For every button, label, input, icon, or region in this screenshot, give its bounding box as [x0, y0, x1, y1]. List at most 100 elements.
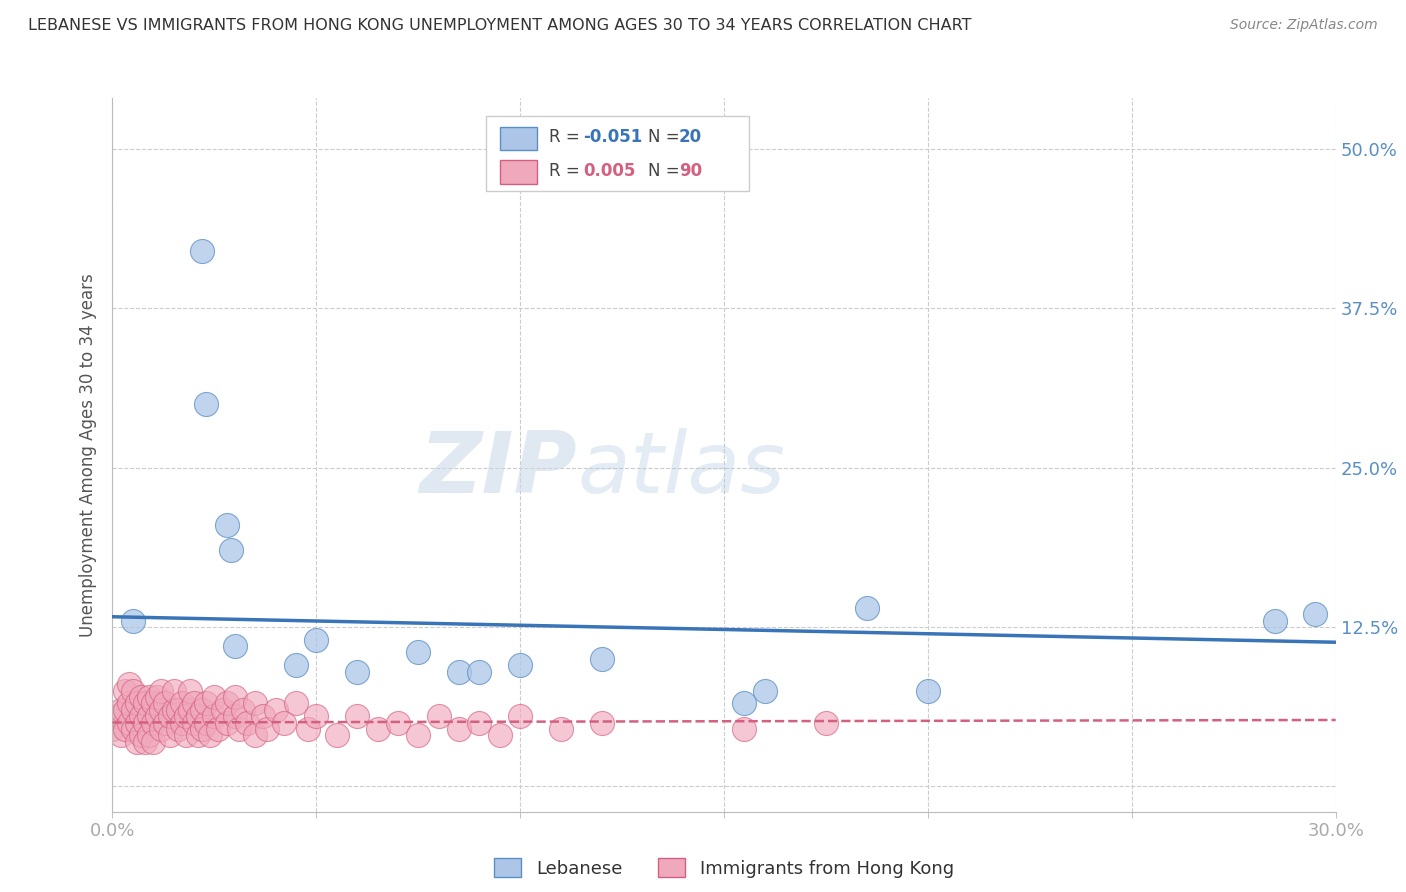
Point [264, 703, 287, 717]
Point [146, 690, 169, 704]
Point [166, 722, 188, 736]
Point [305, 709, 328, 723]
Point [219, 543, 242, 558]
Point [118, 677, 141, 691]
Point [408, 645, 430, 659]
Text: 20: 20 [679, 128, 702, 146]
Point [550, 722, 572, 736]
Point [163, 683, 186, 698]
Point [408, 728, 430, 742]
Point [224, 690, 246, 704]
Point [146, 709, 169, 723]
Point [228, 722, 250, 736]
Point [509, 658, 531, 673]
Point [204, 690, 226, 704]
Point [447, 722, 470, 736]
Point [183, 715, 205, 730]
Point [211, 703, 233, 717]
Point [101, 722, 124, 736]
Point [245, 697, 267, 711]
Point [815, 715, 838, 730]
Point [236, 715, 259, 730]
Point [170, 697, 193, 711]
Point [159, 728, 181, 742]
Text: -0.051: -0.051 [583, 128, 643, 146]
Text: R =: R = [550, 128, 585, 146]
Point [256, 722, 278, 736]
Text: N =: N = [648, 162, 685, 180]
Point [110, 728, 132, 742]
FancyBboxPatch shape [501, 127, 537, 150]
Point [855, 600, 877, 615]
Y-axis label: Unemployment Among Ages 30 to 34 years: Unemployment Among Ages 30 to 34 years [79, 273, 97, 637]
Point [200, 728, 222, 742]
Text: Source: ZipAtlas.com: Source: ZipAtlas.com [1230, 18, 1378, 32]
Point [204, 709, 226, 723]
Point [166, 703, 188, 717]
Point [297, 722, 319, 736]
Point [150, 703, 173, 717]
Point [170, 715, 193, 730]
Point [232, 703, 254, 717]
Text: atlas: atlas [578, 427, 786, 511]
Point [142, 697, 165, 711]
Point [142, 734, 165, 748]
Point [195, 715, 218, 730]
Point [187, 709, 209, 723]
Point [125, 697, 148, 711]
Point [114, 683, 136, 698]
Point [155, 697, 177, 711]
Text: 90: 90 [679, 162, 702, 180]
Point [129, 690, 152, 704]
Point [215, 697, 238, 711]
Point [118, 697, 141, 711]
Point [215, 715, 238, 730]
Point [195, 397, 218, 411]
Point [125, 715, 148, 730]
Point [187, 728, 209, 742]
Point [387, 715, 409, 730]
Point [159, 709, 181, 723]
Point [155, 715, 177, 730]
Text: 0.005: 0.005 [583, 162, 636, 180]
Point [468, 715, 491, 730]
Point [129, 728, 152, 742]
Point [134, 734, 156, 748]
Point [191, 722, 214, 736]
Text: ZIP: ZIP [419, 427, 578, 511]
Point [122, 683, 145, 698]
Point [734, 722, 756, 736]
Point [125, 734, 148, 748]
Point [591, 652, 613, 666]
Point [326, 728, 349, 742]
Legend: Lebanese, Immigrants from Hong Kong: Lebanese, Immigrants from Hong Kong [486, 851, 962, 885]
Point [129, 709, 152, 723]
Point [215, 518, 238, 533]
Point [346, 665, 368, 679]
Point [346, 709, 368, 723]
Point [447, 665, 470, 679]
Point [110, 703, 132, 717]
Point [150, 722, 173, 736]
Point [191, 244, 214, 258]
Point [179, 703, 201, 717]
Point [105, 709, 128, 723]
Point [917, 683, 939, 698]
Point [245, 728, 267, 742]
Point [273, 715, 295, 730]
Point [284, 697, 308, 711]
Text: R =: R = [550, 162, 585, 180]
Point [122, 614, 145, 628]
Text: N =: N = [648, 128, 685, 146]
Point [489, 728, 512, 742]
Point [134, 697, 156, 711]
Point [138, 690, 160, 704]
Point [1264, 614, 1286, 628]
Point [122, 703, 145, 717]
Point [754, 683, 776, 698]
Point [195, 697, 218, 711]
Point [174, 728, 197, 742]
Point [191, 703, 214, 717]
FancyBboxPatch shape [485, 116, 748, 191]
Point [509, 709, 531, 723]
